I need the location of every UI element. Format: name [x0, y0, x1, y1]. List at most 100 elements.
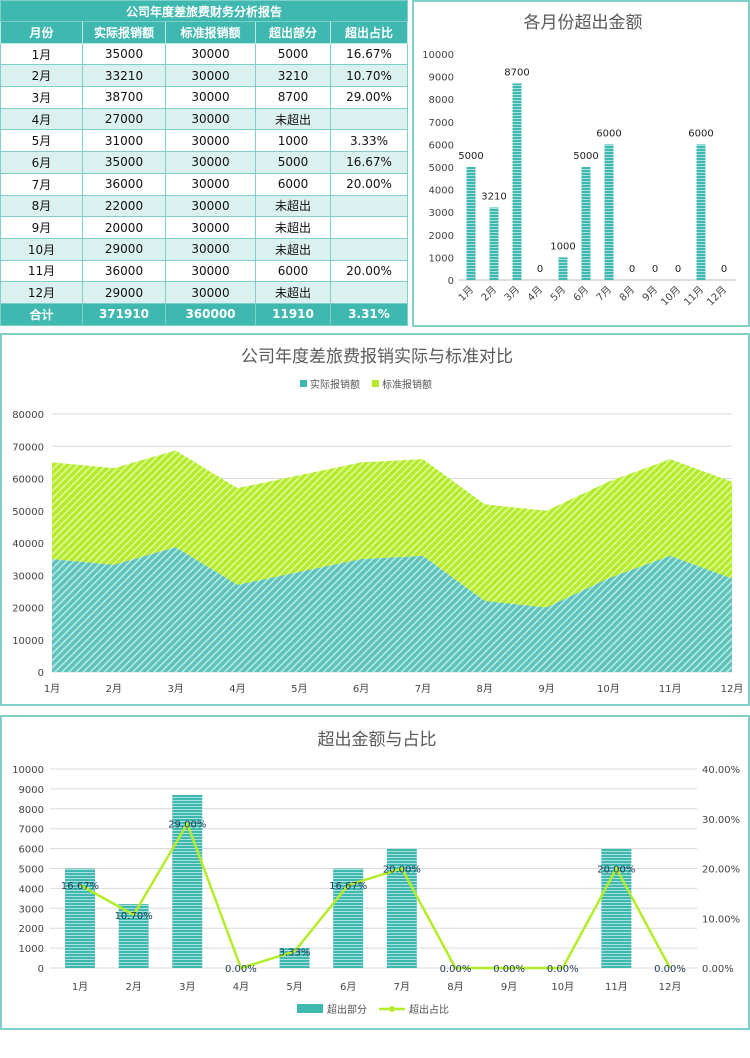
table-cell: 未超出 [255, 216, 331, 239]
data-label: 0 [721, 264, 727, 275]
table-cell: 20.00% [330, 172, 408, 196]
table-cell: 29000 [82, 237, 166, 261]
table-cell: 30000 [165, 107, 256, 131]
x-tick-label: 12月 [705, 284, 730, 309]
table-cell: 30000 [165, 86, 256, 109]
table-row: 11月 36000 30000 6000 20.00% [0, 259, 408, 283]
x-tick-label: 8月 [447, 981, 463, 993]
y-tick-label: 7000 [429, 118, 454, 129]
data-label: 0.00% [654, 964, 686, 975]
bar [604, 144, 614, 280]
table-cell: 30000 [165, 281, 256, 304]
table-cell: 27000 [82, 107, 166, 131]
table-cell: 16.67% [330, 151, 408, 174]
y-tick-label: 10000 [422, 50, 454, 61]
table-cell: 33210 [82, 64, 166, 88]
table-cell: 22000 [82, 194, 166, 218]
y-tick-label: 0 [38, 668, 44, 679]
table-cell [330, 281, 408, 304]
table-row: 10月 29000 30000 未超出 [0, 237, 408, 261]
table-row: 4月 27000 30000 未超出 [0, 107, 408, 131]
legend-label: 超出部分 [327, 1003, 367, 1016]
table-cell: 29000 [82, 281, 166, 304]
data-label: 20.00% [383, 865, 421, 876]
table-cell: 31000 [82, 129, 166, 153]
x-tick-label: 2月 [479, 284, 499, 304]
x-tick-label: 2月 [125, 981, 141, 993]
table-cell: 29.00% [330, 86, 408, 109]
table-row: 9月 20000 30000 未超出 [0, 216, 408, 239]
table-cell: 3210 [255, 64, 331, 88]
table-row: 2月 33210 30000 3210 10.70% [0, 64, 408, 88]
y-tick-label: 50000 [12, 507, 44, 518]
legend-swatch [372, 380, 379, 387]
table-row: 7月 36000 30000 6000 20.00% [0, 172, 408, 196]
col-header: 超出占比 [330, 21, 408, 44]
combo-chart: 超出金额与占比 0 1000 2000 3000 4000 5000 6000 7000 8000… [12, 730, 740, 1016]
x-tick-label: 1月 [72, 981, 88, 993]
x-tick-label: 7月 [594, 284, 614, 304]
x-tick-label: 4月 [525, 284, 545, 304]
table-cell: 10.70% [330, 64, 408, 88]
table-cell: 36000 [82, 172, 166, 196]
table-cell: 9月 [0, 216, 83, 239]
table-cell: 1月 [0, 42, 83, 66]
y-tick-label: 2000 [19, 924, 44, 935]
table-cell: 36000 [82, 259, 166, 283]
table-cell: 4月 [0, 107, 83, 131]
table-cell: 11月 [0, 259, 83, 283]
table-title: 公司年度差旅费财务分析报告 [0, 0, 408, 22]
x-tick-label: 10月 [551, 981, 574, 993]
table-cell: 3月 [0, 86, 83, 109]
table-cell: 8月 [0, 194, 83, 218]
y2-tick-label: 40.00% [702, 765, 740, 776]
x-tick-label: 1月 [456, 284, 476, 304]
table-cell: 5000 [255, 151, 331, 174]
table-cell: 16.67% [330, 42, 408, 66]
data-label: 29.00% [168, 820, 206, 831]
y-tick-label: 10000 [12, 765, 44, 776]
x-tick-label: 11月 [605, 981, 628, 993]
bar [558, 257, 568, 280]
table-row: 5月 31000 30000 1000 3.33% [0, 129, 408, 153]
table-cell: 1000 [255, 129, 331, 153]
total-cell: 360000 [165, 302, 256, 326]
total-cell: 合计 [0, 302, 83, 326]
bar-chart-panel: 各月份超出金额 0 1000 2000 3000 4000 5000 6000 7000 8000… [412, 0, 750, 327]
data-label: 10.70% [115, 911, 153, 922]
table-cell: 未超出 [255, 237, 331, 261]
y-tick-label: 6000 [19, 845, 44, 856]
table-cell: 6000 [255, 172, 331, 196]
y-tick-label: 70000 [12, 442, 44, 453]
bar [581, 167, 591, 280]
table-cell: 5000 [255, 42, 331, 66]
y-tick-label: 8000 [19, 805, 44, 816]
x-tick-label: 5月 [286, 981, 302, 993]
total-cell: 3.31% [330, 302, 408, 326]
table-cell: 30000 [165, 259, 256, 283]
y-tick-label: 0 [38, 964, 44, 975]
data-label: 16.67% [61, 881, 99, 892]
table-cell: 30000 [165, 151, 256, 174]
x-tick-label: 1月 [44, 683, 60, 695]
table-cell [330, 216, 408, 239]
col-header: 月份 [0, 21, 83, 44]
y2-tick-label: 10.00% [702, 914, 740, 925]
x-tick-label: 12月 [721, 683, 744, 695]
col-header: 超出部分 [255, 21, 331, 44]
x-tick-label: 2月 [106, 683, 122, 695]
x-tick-label: 8月 [617, 284, 637, 304]
table-cell: 30000 [165, 194, 256, 218]
y-tick-label: 10000 [12, 636, 44, 647]
table-cell: 30000 [165, 64, 256, 88]
bar [489, 207, 499, 280]
legend-label: 标准报销额 [382, 378, 432, 391]
data-label: 0.00% [440, 964, 472, 975]
table-row: 8月 22000 30000 未超出 [0, 194, 408, 218]
table-cell: 30000 [165, 172, 256, 196]
table-cell: 未超出 [255, 107, 331, 131]
x-tick-label: 12月 [659, 981, 682, 993]
total-row: 合计 371910 360000 11910 3.31% [0, 302, 408, 326]
y-tick-label: 9000 [19, 785, 44, 796]
y-tick-label: 4000 [19, 884, 44, 895]
